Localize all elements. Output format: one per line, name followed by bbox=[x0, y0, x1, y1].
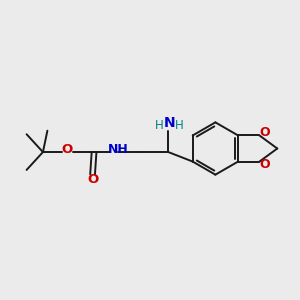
Text: H: H bbox=[155, 119, 164, 132]
Text: O: O bbox=[87, 173, 98, 186]
Text: O: O bbox=[62, 143, 73, 156]
Text: NH: NH bbox=[107, 143, 128, 156]
Text: N: N bbox=[164, 116, 176, 130]
Text: H: H bbox=[175, 119, 184, 132]
Text: O: O bbox=[259, 158, 269, 171]
Text: O: O bbox=[259, 126, 269, 139]
